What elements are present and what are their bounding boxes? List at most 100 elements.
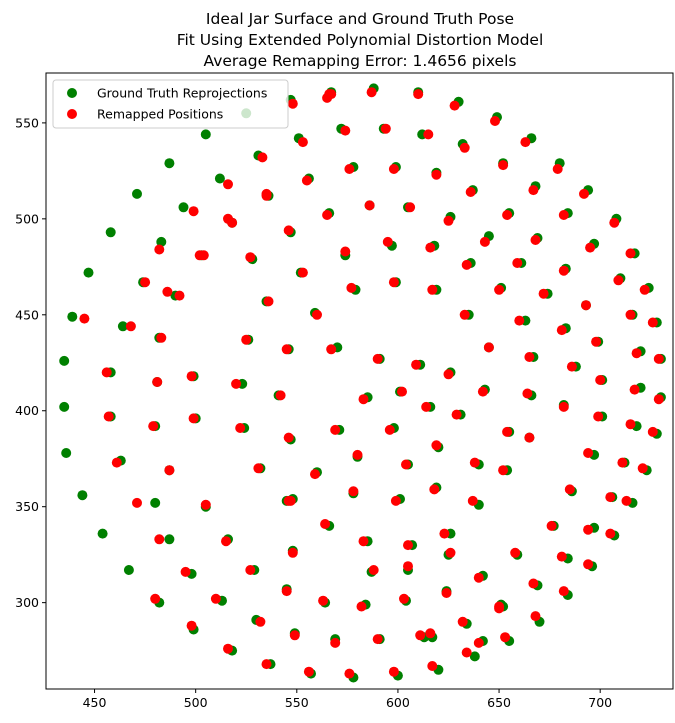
data-point-1-151 <box>283 432 294 443</box>
data-point-0-8 <box>61 448 72 458</box>
data-point-0-3 <box>132 188 142 199</box>
data-point-1-33 <box>303 666 314 677</box>
legend-label-ground-truth: Ground Truth Reprojections <box>97 86 267 101</box>
data-point-1-72 <box>132 497 142 508</box>
data-point-1-120 <box>556 325 567 336</box>
data-point-1-97 <box>564 484 575 495</box>
data-point-1-175 <box>283 495 294 506</box>
data-point-1-94 <box>595 375 606 385</box>
y-tick-label-350: 350 <box>15 499 39 514</box>
data-point-1-166 <box>326 344 337 355</box>
data-point-1-0 <box>79 313 90 324</box>
data-point-0-36 <box>469 651 480 662</box>
data-point-1-34 <box>261 659 272 670</box>
data-point-1-150 <box>310 469 320 480</box>
x-tick-label-700: 700 <box>588 695 612 710</box>
data-point-1-80 <box>174 290 185 301</box>
data-point-1-113 <box>322 210 333 220</box>
data-point-1-93 <box>591 336 602 347</box>
data-point-1-136 <box>297 267 308 278</box>
chart-title-line-2: Fit Using Extended Polynomial Distortion… <box>177 31 544 49</box>
data-point-1-107 <box>221 536 231 547</box>
data-point-1-137 <box>340 246 351 257</box>
data-point-1-176 <box>368 565 379 575</box>
data-point-1-126 <box>439 528 450 539</box>
data-point-1-57 <box>617 457 628 468</box>
data-point-1-12 <box>520 137 531 148</box>
data-point-0-46 <box>156 236 167 247</box>
data-point-1-135 <box>263 296 274 307</box>
data-point-1-84 <box>301 175 312 186</box>
data-point-1-149 <box>348 486 359 497</box>
data-point-1-21 <box>647 426 658 437</box>
data-point-1-68 <box>255 616 266 627</box>
data-point-1-112 <box>283 225 294 236</box>
data-point-1-95 <box>593 411 604 422</box>
data-point-1-22 <box>637 463 648 474</box>
data-point-1-15 <box>609 217 620 228</box>
data-point-1-77 <box>148 421 159 432</box>
data-point-1-111 <box>245 252 256 263</box>
data-point-1-78 <box>186 371 197 382</box>
data-point-1-117 <box>479 236 490 247</box>
data-point-1-82 <box>227 217 238 228</box>
data-point-1-124 <box>498 465 509 476</box>
data-point-1-153 <box>281 344 292 355</box>
x-tick-label-600: 600 <box>386 695 410 710</box>
data-point-1-26 <box>558 586 569 597</box>
data-point-1-109 <box>164 465 175 476</box>
data-point-1-16 <box>625 248 636 259</box>
x-tick-label-550: 550 <box>285 695 309 710</box>
data-point-1-56 <box>625 419 636 430</box>
data-point-1-59 <box>583 524 594 535</box>
data-point-1-17 <box>639 284 650 295</box>
data-point-1-53 <box>625 309 636 320</box>
y-tick-label-400: 400 <box>15 403 39 418</box>
data-point-1-2 <box>154 244 165 255</box>
series-1 <box>79 87 664 679</box>
data-point-1-6 <box>287 98 298 109</box>
data-point-1-51 <box>585 242 596 253</box>
data-point-0-9 <box>59 401 70 412</box>
data-point-1-129 <box>320 519 331 529</box>
data-point-0-80 <box>117 321 128 332</box>
data-point-1-50 <box>558 210 569 220</box>
x-tick-label-650: 650 <box>487 695 511 710</box>
plot-frame <box>45 72 674 690</box>
data-point-1-8 <box>366 87 377 98</box>
data-point-1-14 <box>579 188 589 199</box>
data-point-1-81 <box>198 250 209 261</box>
data-point-0-5 <box>200 129 211 140</box>
data-point-1-162 <box>421 401 432 412</box>
data-point-1-73 <box>111 457 122 468</box>
data-point-1-11 <box>490 116 500 126</box>
data-point-1-155 <box>346 282 357 293</box>
data-point-1-69 <box>210 593 221 604</box>
data-point-1-161 <box>451 409 462 420</box>
data-point-1-138 <box>382 236 393 247</box>
data-point-1-83 <box>261 190 272 201</box>
data-point-1-3 <box>188 206 199 217</box>
data-point-0-79 <box>150 497 161 508</box>
y-tick-label-300: 300 <box>15 595 39 610</box>
data-point-1-140 <box>461 259 472 270</box>
data-point-1-101 <box>441 588 452 598</box>
data-point-1-30 <box>427 661 438 671</box>
data-point-0-10 <box>59 355 70 366</box>
legend-marker-remapped <box>67 109 77 119</box>
data-point-1-172 <box>401 459 411 470</box>
data-point-1-86 <box>388 164 399 174</box>
data-point-1-143 <box>524 352 535 362</box>
data-point-0-48 <box>214 173 225 184</box>
data-point-1-114 <box>364 200 375 211</box>
data-point-1-159 <box>483 342 494 353</box>
legend-box <box>52 79 289 129</box>
data-point-1-1 <box>125 321 136 332</box>
data-point-1-104 <box>318 595 329 606</box>
data-point-1-64 <box>415 630 426 641</box>
data-point-1-146 <box>469 457 480 468</box>
data-point-0-12 <box>97 528 108 539</box>
data-point-1-158 <box>459 309 470 320</box>
data-point-1-154 <box>312 309 322 320</box>
